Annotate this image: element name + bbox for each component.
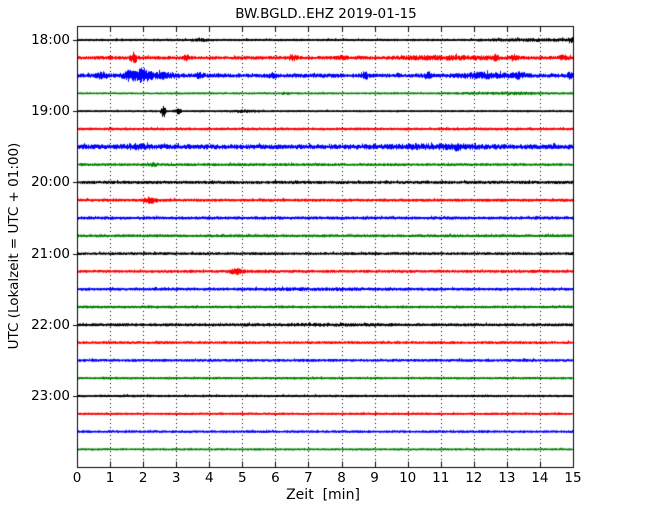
x-tick-label: 3 <box>171 470 181 486</box>
x-tick-label: 15 <box>564 470 582 486</box>
x-tick-label: 9 <box>370 470 379 486</box>
x-tick-label: 5 <box>238 470 247 486</box>
x-tick-label: 6 <box>271 470 280 486</box>
x-tick-label: 14 <box>531 470 549 486</box>
x-tick-label: 1 <box>105 470 115 486</box>
y-tick-label: 23:00 <box>31 388 70 404</box>
x-tick-label: 0 <box>72 470 82 486</box>
y-tick-label: 18:00 <box>31 32 70 48</box>
y-tick-label: 21:00 <box>31 245 70 262</box>
x-tick-label: 13 <box>498 470 516 486</box>
y-tick-label: 19:00 <box>31 103 70 120</box>
x-tick-label: 7 <box>304 470 313 486</box>
x-tick-label: 10 <box>399 470 417 486</box>
plot-title: BW.BGLD..EHZ 2019-01-15 <box>235 6 417 22</box>
y-tick-label: 20:00 <box>31 174 70 191</box>
x-tick-label: 12 <box>465 470 483 486</box>
x-axis-label: Zeit [min] <box>286 487 360 503</box>
x-tick-label: 11 <box>432 470 450 486</box>
y-tick-label: 22:00 <box>31 316 70 333</box>
x-tick-label: 8 <box>337 470 346 486</box>
x-tick-label: 4 <box>204 470 214 486</box>
x-tick-label: 2 <box>138 470 148 486</box>
